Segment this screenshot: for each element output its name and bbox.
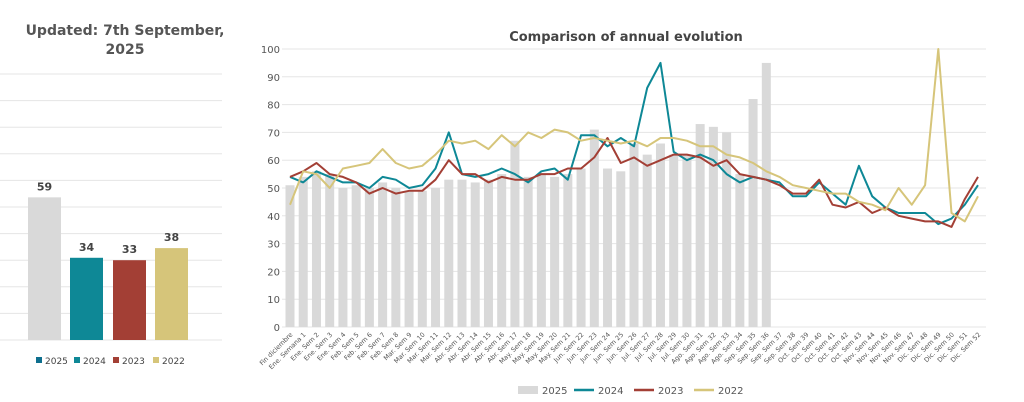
bar-2025 xyxy=(391,188,401,327)
summary-panel: Updated: 7th September, 2025 59 34 33 38 202… xyxy=(0,0,240,402)
y-tick-label: 50 xyxy=(267,184,280,195)
summary-bar-2025 xyxy=(28,197,61,340)
summary-legend-label: 2025 xyxy=(45,357,68,367)
summary-legend-swatch-2025 xyxy=(36,357,42,363)
line-2023 xyxy=(289,137,979,228)
y-tick-label: 70 xyxy=(267,128,280,139)
bar-2025 xyxy=(483,179,493,327)
bar-2025 xyxy=(417,190,427,327)
bar-2025 xyxy=(404,190,414,327)
updated-title: Updated: 7th September, 2025 xyxy=(25,23,225,58)
bar-2025 xyxy=(497,174,507,327)
legend-label: 2023 xyxy=(658,386,683,397)
bar-2025 xyxy=(431,188,441,327)
summary-bar-2022 xyxy=(155,248,188,340)
bar-2025 xyxy=(510,140,520,327)
summary-legend-swatch-2024 xyxy=(74,357,80,363)
line-2022 xyxy=(289,48,979,223)
bar-2025 xyxy=(563,174,573,327)
bar-2025 xyxy=(748,99,758,327)
bar-2025 xyxy=(761,62,771,328)
bar-2025 xyxy=(338,188,348,327)
bar-2025 xyxy=(364,188,374,327)
y-tick-label: 0 xyxy=(274,323,280,334)
bar-2025 xyxy=(298,176,308,327)
summary-legend-label: 2022 xyxy=(162,357,185,367)
bar-2025 xyxy=(682,154,692,327)
summary-legend-label: 2024 xyxy=(83,357,106,367)
legend-label: 2024 xyxy=(598,386,623,397)
y-tick-label: 80 xyxy=(267,101,280,112)
y-tick-label: 100 xyxy=(261,45,280,56)
bar-2025 xyxy=(695,124,705,327)
evolution-chart: Comparison of annual evolution 0 10 20 30 40 5… xyxy=(258,30,986,397)
y-tick-label: 20 xyxy=(267,267,280,278)
summary-bar-chart: 59 34 33 38 2025 2024 2023 2022 xyxy=(0,73,222,367)
bar-2025 xyxy=(536,174,546,327)
bar-2025 xyxy=(378,182,388,327)
summary-bar-label: 59 xyxy=(37,180,52,193)
legend-label: 2022 xyxy=(718,386,743,397)
bar-2025 xyxy=(629,143,639,327)
y-tick-label: 40 xyxy=(267,212,280,223)
bar-2025 xyxy=(285,185,295,327)
bar-2025 xyxy=(589,129,599,327)
bar-2025 xyxy=(444,179,454,327)
bar-2025 xyxy=(523,176,533,327)
summary-legend-swatch-2023 xyxy=(113,357,119,363)
y-tick-label: 90 xyxy=(267,73,280,84)
bar-2025 xyxy=(616,171,626,327)
summary-bar-2024 xyxy=(70,257,103,340)
line-2024 xyxy=(289,61,979,226)
y-tick-label: 60 xyxy=(267,156,280,167)
bar-2025 xyxy=(457,179,467,327)
bar-2025 xyxy=(603,168,613,327)
summary-legend-swatch-2022 xyxy=(153,357,159,363)
summary-bar-label: 34 xyxy=(79,241,95,254)
bar-2025 xyxy=(669,154,679,327)
bar-2025 xyxy=(325,174,335,327)
bar-2025 xyxy=(311,171,321,327)
summary-bar-label: 33 xyxy=(122,243,137,256)
y-tick-label: 30 xyxy=(267,240,280,251)
bar-2025 xyxy=(576,168,586,327)
summary-bar-label: 38 xyxy=(164,231,179,244)
bar-2025 xyxy=(642,154,652,327)
chart-title: Comparison of annual evolution xyxy=(509,30,743,45)
summary-bar-2023 xyxy=(113,260,146,340)
bar-2025 xyxy=(655,143,665,327)
y-tick-label: 10 xyxy=(267,295,280,306)
bar-2025 xyxy=(470,182,480,327)
bar-2025 xyxy=(708,126,718,327)
bar-2025 xyxy=(550,176,560,327)
evolution-panel: Comparison of annual evolution 0 10 20 30 40 5… xyxy=(240,0,1024,402)
legend-label: 2025 xyxy=(542,386,567,397)
legend-swatch-2025 xyxy=(518,386,538,394)
bar-2025 xyxy=(351,185,361,327)
bar-2025 xyxy=(735,174,745,327)
summary-legend-label: 2023 xyxy=(122,357,145,367)
bar-2025 xyxy=(722,132,732,327)
